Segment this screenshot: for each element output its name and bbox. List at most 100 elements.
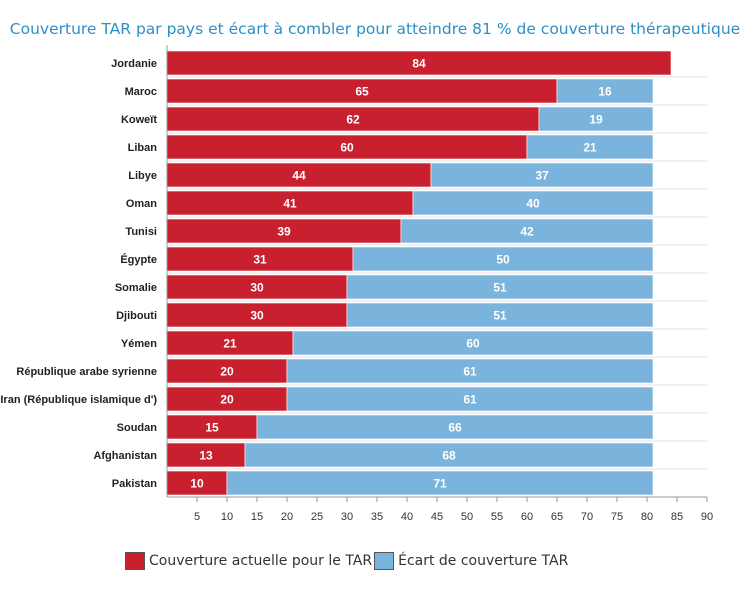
data-label: 68 bbox=[442, 449, 456, 463]
x-tick-label: 10 bbox=[221, 511, 233, 523]
data-label: 15 bbox=[205, 421, 219, 435]
x-tick-label: 70 bbox=[581, 511, 593, 523]
data-label: 16 bbox=[598, 85, 612, 99]
bar-coverage-gap bbox=[286, 386, 654, 412]
bar-coverage-gap bbox=[286, 358, 654, 384]
data-label: 84 bbox=[412, 57, 426, 71]
data-label: 37 bbox=[535, 169, 549, 183]
x-tick-label: 65 bbox=[551, 511, 563, 523]
x-tick-label: 40 bbox=[401, 511, 413, 523]
category-label: Tunisi bbox=[125, 226, 157, 238]
data-label: 42 bbox=[520, 225, 534, 239]
x-tick-label: 25 bbox=[311, 511, 323, 523]
data-label: 19 bbox=[589, 113, 603, 127]
data-label: 71 bbox=[433, 477, 447, 491]
category-label: Koweït bbox=[121, 114, 157, 126]
bar-current-coverage bbox=[166, 78, 558, 104]
category-label: Pakistan bbox=[112, 478, 158, 490]
bar-coverage-gap bbox=[292, 330, 654, 356]
data-label: 31 bbox=[253, 253, 267, 267]
x-tick-label: 90 bbox=[701, 511, 713, 523]
data-label: 39 bbox=[277, 225, 291, 239]
bar-coverage-gap bbox=[226, 470, 654, 496]
bar-current-coverage bbox=[166, 414, 258, 440]
data-label: 13 bbox=[199, 449, 213, 463]
legend-item-coverage-gap: Écart de couverture TAR bbox=[374, 552, 568, 570]
data-label: 60 bbox=[466, 337, 480, 351]
category-label: Libye bbox=[128, 170, 157, 182]
bars: 84 65 16 62 19 60 21 44 37 41 40 39 42 31 50 30 51 30 51 21… bbox=[166, 50, 672, 496]
bar-coverage-gap bbox=[556, 78, 654, 104]
x-tick-label: 80 bbox=[641, 511, 653, 523]
data-label: 51 bbox=[493, 309, 507, 323]
x-axis: 5 10 15 20 25 30 35 40 45 50 55 60 65 70 75 80 85 90 bbox=[166, 45, 713, 523]
data-label: 51 bbox=[493, 281, 507, 295]
category-label: République arabe syrienne bbox=[16, 366, 157, 378]
category-label: Afghanistan bbox=[93, 450, 157, 462]
bar-coverage-gap bbox=[346, 302, 654, 328]
category-label: Égypte bbox=[120, 253, 157, 266]
legend-item-current-coverage: Couverture actuelle pour le TAR bbox=[125, 552, 372, 570]
chart-title: Couverture TAR par pays et écart à combl… bbox=[9, 20, 741, 38]
bar-coverage-gap bbox=[400, 218, 654, 244]
data-label: 50 bbox=[496, 253, 510, 267]
bar-coverage-gap bbox=[346, 274, 654, 300]
bar-current-coverage bbox=[166, 246, 354, 272]
data-label: 30 bbox=[250, 281, 264, 295]
bar-current-coverage bbox=[166, 302, 348, 328]
x-tick-label: 55 bbox=[491, 511, 503, 523]
bar-current-coverage bbox=[166, 134, 528, 160]
x-tick-label: 20 bbox=[281, 511, 293, 523]
data-label: 61 bbox=[463, 393, 477, 407]
legend-label-coverage-gap: Écart de couverture TAR bbox=[398, 553, 569, 569]
data-label: 20 bbox=[220, 365, 234, 379]
x-tick-label: 5 bbox=[194, 511, 200, 523]
gridlines bbox=[167, 76, 707, 470]
category-label: Jordanie bbox=[111, 58, 157, 70]
legend-swatch-current-coverage bbox=[125, 552, 145, 570]
bar-current-coverage bbox=[166, 50, 672, 76]
data-label: 21 bbox=[223, 337, 237, 351]
data-label: 10 bbox=[190, 477, 204, 491]
bar-current-coverage bbox=[166, 274, 348, 300]
data-label: 21 bbox=[583, 141, 597, 155]
x-tick-label: 50 bbox=[461, 511, 473, 523]
data-label: 66 bbox=[448, 421, 462, 435]
x-tick-label: 75 bbox=[611, 511, 623, 523]
data-label: 41 bbox=[283, 197, 297, 211]
bar-current-coverage bbox=[166, 218, 402, 244]
bar-coverage-gap bbox=[526, 134, 654, 160]
category-label: Djibouti bbox=[116, 310, 157, 322]
data-label: 40 bbox=[526, 197, 540, 211]
bar-current-coverage bbox=[166, 190, 414, 216]
category-label: Iran (République islamique d') bbox=[0, 394, 157, 406]
category-label: Oman bbox=[126, 198, 157, 210]
bar-coverage-gap bbox=[430, 162, 654, 188]
x-tick-label: 85 bbox=[671, 511, 683, 523]
legend-label-current-coverage: Couverture actuelle pour le TAR bbox=[149, 553, 373, 569]
x-tick-label: 30 bbox=[341, 511, 353, 523]
bar-coverage-gap bbox=[412, 190, 654, 216]
category-label: Soudan bbox=[117, 422, 158, 434]
x-tick-label: 35 bbox=[371, 511, 383, 523]
data-label: 44 bbox=[292, 169, 306, 183]
data-label: 61 bbox=[463, 365, 477, 379]
bar-coverage-gap bbox=[352, 246, 654, 272]
category-label: Somalie bbox=[115, 282, 157, 294]
data-label: 62 bbox=[346, 113, 360, 127]
legend-swatch-coverage-gap bbox=[374, 552, 395, 570]
x-tick-label: 45 bbox=[431, 511, 443, 523]
data-label: 60 bbox=[340, 141, 354, 155]
category-labels: Jordanie Maroc Koweït Liban Libye Oman Tunisi É… bbox=[0, 58, 157, 490]
data-label: 20 bbox=[220, 393, 234, 407]
category-label: Yémen bbox=[121, 338, 157, 350]
bar-coverage-gap bbox=[538, 106, 654, 132]
data-label: 30 bbox=[250, 309, 264, 323]
x-tick-label: 15 bbox=[251, 511, 263, 523]
bar-current-coverage bbox=[166, 162, 432, 188]
category-label: Maroc bbox=[125, 86, 157, 98]
category-label: Liban bbox=[128, 142, 158, 154]
bar-coverage-gap bbox=[244, 442, 654, 468]
legend: Couverture actuelle pour le TAR Écart de… bbox=[125, 552, 570, 570]
